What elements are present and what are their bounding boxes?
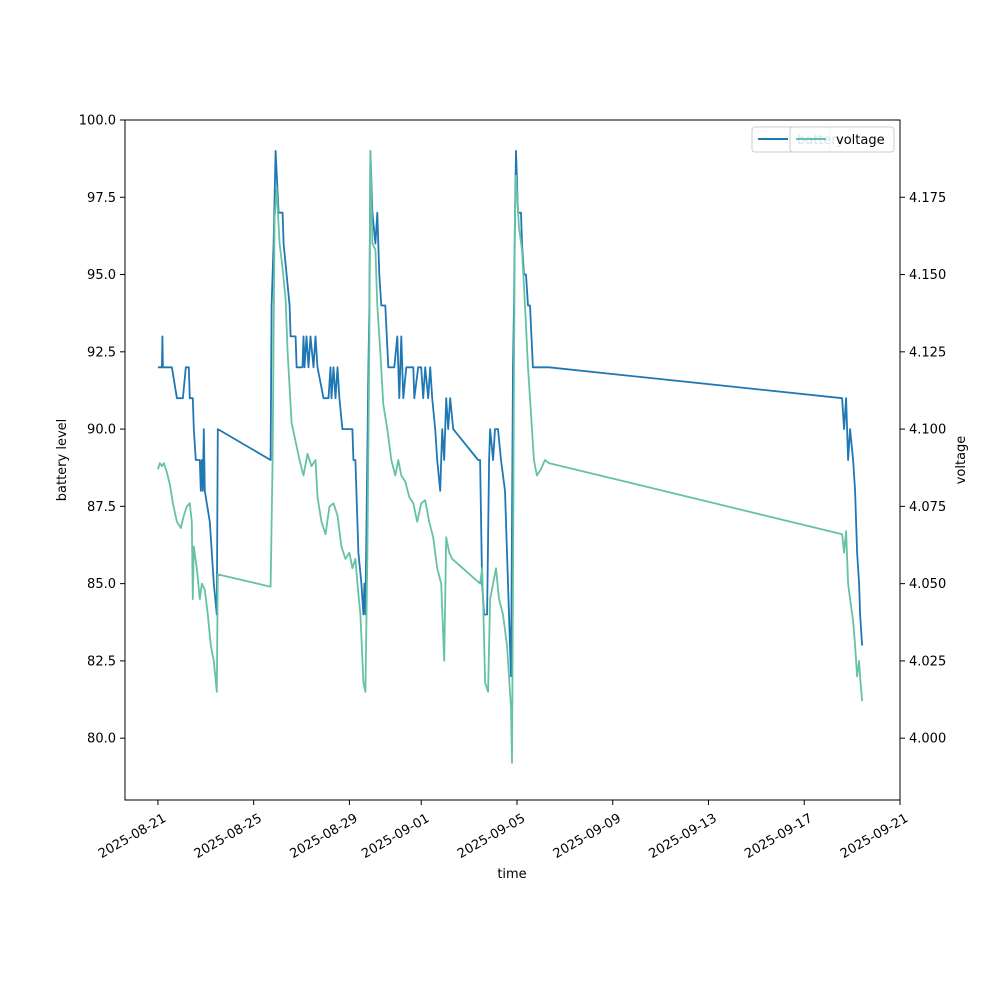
- right-y-tick-label: 4.175: [909, 191, 946, 206]
- left-y-tick-label: 90.0: [87, 423, 116, 438]
- left-y-tick-label: 97.5: [87, 191, 116, 206]
- plot-frame: [124, 119, 901, 801]
- right-y-tick-label: 4.000: [909, 732, 946, 747]
- left-y-tick-label: 85.0: [87, 577, 116, 592]
- left-y-tick-label: 80.0: [87, 732, 116, 747]
- left-y-tick-label: 87.5: [87, 500, 116, 515]
- legend-voltage: voltage: [789, 126, 895, 153]
- x-tick-label: 2025-09-05: [455, 811, 528, 862]
- legend-voltage-label: voltage: [836, 133, 885, 148]
- right-y-axis-label: voltage: [954, 436, 969, 485]
- right-y-tick-label: 4.125: [909, 345, 946, 360]
- x-tick-label: 2025-09-01: [359, 811, 432, 862]
- x-tick-label: 2025-08-25: [192, 811, 265, 862]
- x-tick-label: 2025-08-21: [96, 811, 169, 862]
- right-y-tick-label: 4.150: [909, 268, 946, 283]
- left-y-tick-label: 82.5: [87, 654, 116, 669]
- left-y-tick-label: 100.0: [79, 114, 116, 129]
- x-tick-label: 2025-09-09: [551, 811, 624, 862]
- series-line-voltage: [157, 149, 863, 764]
- left-y-tick-label: 92.5: [87, 345, 116, 360]
- right-y-tick-label: 4.100: [909, 423, 946, 438]
- left-y-axis-label: battery level: [55, 419, 70, 502]
- left-y-tick-label: 95.0: [87, 268, 116, 283]
- right-y-tick-label: 4.075: [909, 500, 946, 515]
- right-y-tick-label: 4.025: [909, 654, 946, 669]
- right-y-tick-label: 4.050: [909, 577, 946, 592]
- x-tick-label: 2025-09-21: [838, 811, 911, 862]
- series-layer: [157, 149, 863, 764]
- legend-voltage-frame: [789, 126, 895, 153]
- series-line-battery: [157, 149, 863, 678]
- x-tick-label: 2025-08-29: [287, 811, 360, 862]
- x-axis-label: time: [497, 867, 526, 882]
- x-tick-label: 2025-09-13: [647, 811, 720, 862]
- x-tick-label: 2025-09-17: [742, 811, 815, 862]
